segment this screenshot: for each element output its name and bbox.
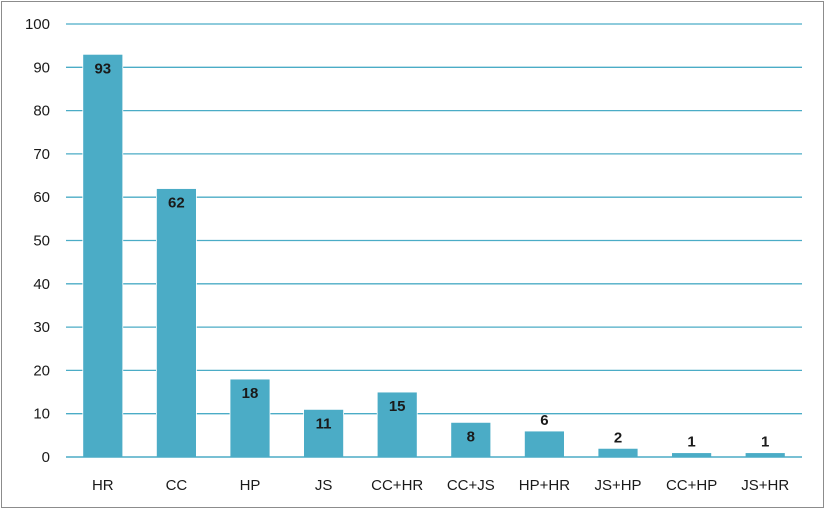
data-label-cc-plus-hp: 1 bbox=[687, 434, 695, 451]
y-tick-label-60: 60 bbox=[33, 189, 50, 206]
y-tick-label-70: 70 bbox=[33, 146, 50, 163]
data-label-cc: 62 bbox=[168, 195, 185, 212]
y-tick-label-20: 20 bbox=[33, 362, 50, 379]
x-tick-label-hp: HP bbox=[240, 477, 261, 494]
data-label-js-plus-hp: 2 bbox=[614, 429, 622, 446]
bars bbox=[82, 53, 786, 458]
bar-cc-plus-hr bbox=[376, 391, 418, 458]
y-tick-label-40: 40 bbox=[33, 276, 50, 293]
data-label-hp: 18 bbox=[242, 385, 259, 402]
y-tick-label-80: 80 bbox=[33, 103, 50, 120]
x-tick-label-cc-plus-hp: CC+HP bbox=[666, 477, 717, 494]
y-tick-label-30: 30 bbox=[33, 319, 50, 336]
x-axis-categories: HR CC HP JS CC+HR CC+JS HP+HR JS+HP CC+HP JS+HR bbox=[92, 477, 789, 494]
bar-hp-plus-hr bbox=[524, 430, 565, 458]
bar-hp bbox=[229, 378, 271, 458]
y-tick-label-10: 10 bbox=[33, 406, 50, 423]
bar-hr bbox=[82, 53, 124, 458]
x-tick-label-hr: HR bbox=[92, 477, 114, 494]
x-tick-label-cc: CC bbox=[166, 477, 188, 494]
bar-cc-plus-js bbox=[450, 421, 492, 458]
x-tick-label-js-plus-hr: JS+HR bbox=[741, 477, 789, 494]
data-label-js-plus-hr: 1 bbox=[761, 434, 769, 451]
data-label-js: 11 bbox=[316, 415, 332, 432]
y-axis-ticks: 0 10 20 30 40 50 60 70 80 90 100 bbox=[25, 16, 50, 466]
x-tick-label-js-plus-hp: JS+HP bbox=[594, 477, 641, 494]
y-tick-label-0: 0 bbox=[42, 449, 50, 466]
y-tick-label-90: 90 bbox=[33, 59, 50, 76]
x-tick-label-hp-plus-hr: HP+HR bbox=[519, 477, 570, 494]
bar-js-plus-hp bbox=[597, 447, 639, 458]
data-label-cc-plus-js: 8 bbox=[467, 428, 475, 445]
x-tick-label-js: JS bbox=[315, 477, 333, 494]
bar-cc bbox=[155, 188, 197, 458]
y-tick-label-50: 50 bbox=[33, 233, 50, 250]
x-tick-label-cc-plus-js: CC+JS bbox=[447, 477, 495, 494]
data-label-hp-plus-hr: 6 bbox=[540, 412, 548, 429]
data-label-hr: 93 bbox=[94, 60, 111, 77]
y-tick-label-100: 100 bbox=[25, 16, 50, 33]
data-label-cc-plus-hr: 15 bbox=[389, 398, 406, 415]
x-tick-label-cc-plus-hr: CC+HR bbox=[371, 477, 423, 494]
